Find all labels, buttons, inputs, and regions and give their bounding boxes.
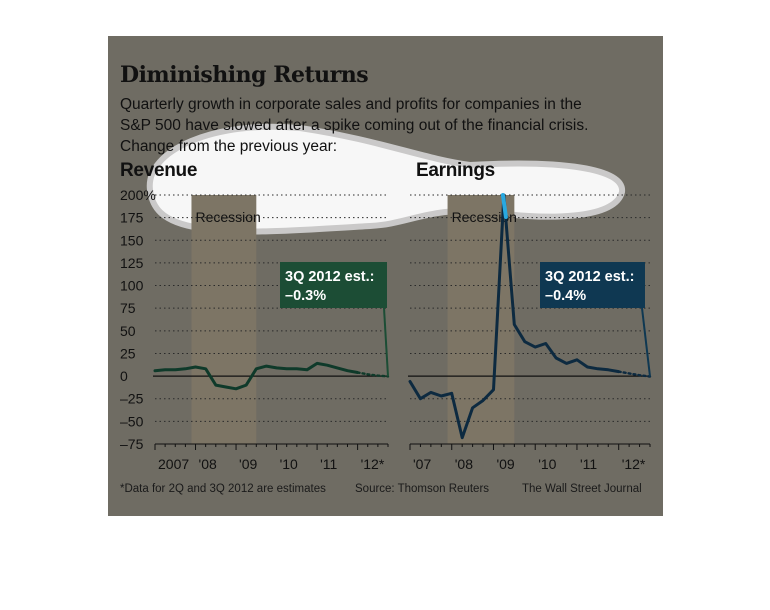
revenue-chart: Recession 200% 175 150 125 100 75 50 25 0 –25 –50 –7… bbox=[120, 187, 390, 472]
revenue-xtick-label: '10 bbox=[280, 456, 298, 472]
revenue-recession-label: Recession bbox=[195, 209, 260, 225]
earnings-callout-box bbox=[540, 262, 645, 308]
revenue-xtick-label: '09 bbox=[239, 456, 257, 472]
subtitle-line-3: Change from the previous year: bbox=[120, 138, 338, 155]
revenue-callout-title: 3Q 2012 est.: bbox=[285, 269, 374, 285]
revenue-xtick-label: 2007 bbox=[158, 456, 189, 472]
source-note: Source: Thomson Reuters bbox=[355, 483, 490, 495]
earnings-xtick-label: '11 bbox=[580, 456, 597, 472]
revenue-ytick-label: 25 bbox=[120, 345, 136, 361]
revenue-ytick-label: 175 bbox=[120, 210, 144, 226]
revenue-series-line bbox=[153, 361, 360, 391]
chart-title: Diminishing Returns bbox=[120, 62, 369, 88]
earnings-callout-title: 3Q 2012 est.: bbox=[545, 269, 634, 285]
earnings-callout-pointer bbox=[641, 307, 651, 377]
revenue-ytick-label: 0 bbox=[120, 368, 128, 384]
revenue-estimate-line bbox=[356, 371, 390, 378]
earnings-estimate-line bbox=[617, 370, 652, 378]
earnings-chart: Recession '07 '08 '09 '10 '11 '12* 3Q 2012 est.… bbox=[408, 193, 652, 472]
subtitle-line-2: S&P 500 have slowed after a spike coming… bbox=[120, 117, 589, 134]
revenue-panel-title: Revenue bbox=[120, 160, 198, 181]
earnings-panel-title: Earnings bbox=[416, 160, 495, 181]
revenue-callout-box bbox=[280, 262, 387, 308]
subtitle-line-1: Quarterly growth in corporate sales and … bbox=[120, 96, 582, 113]
revenue-ytick-label: 50 bbox=[120, 323, 136, 339]
earnings-xtick-label: '07 bbox=[413, 456, 431, 472]
revenue-xtick-label: '08 bbox=[199, 456, 217, 472]
revenue-ytick-label: 100 bbox=[120, 278, 144, 294]
revenue-ytick-label: 150 bbox=[120, 232, 144, 248]
earnings-recession-label: Recession bbox=[452, 209, 517, 225]
earnings-callout-value: –0.4% bbox=[545, 288, 586, 304]
earnings-peak-highlight bbox=[500, 193, 508, 219]
revenue-ytick-label: –25 bbox=[120, 391, 144, 407]
revenue-recession-band bbox=[191, 195, 257, 444]
revenue-ytick-label: –75 bbox=[120, 436, 144, 452]
earnings-xtick-label: '10 bbox=[538, 456, 556, 472]
revenue-xtick-label: '12* bbox=[361, 456, 385, 472]
revenue-ytick-label: 200% bbox=[120, 187, 156, 203]
revenue-xtick-label: '11 bbox=[320, 456, 337, 472]
revenue-ytick-label: 75 bbox=[120, 300, 136, 316]
footnote: *Data for 2Q and 3Q 2012 are estimates bbox=[120, 483, 326, 495]
revenue-ytick-label: –50 bbox=[120, 413, 144, 429]
earnings-xtick-label: '12* bbox=[622, 456, 646, 472]
revenue-callout-value: –0.3% bbox=[285, 288, 326, 304]
earnings-xtick-label: '09 bbox=[496, 456, 514, 472]
revenue-ytick-label: 125 bbox=[120, 255, 144, 271]
credit-note: The Wall Street Journal bbox=[522, 483, 642, 495]
revenue-callout-pointer bbox=[383, 307, 389, 377]
earnings-xtick-label: '08 bbox=[455, 456, 473, 472]
earnings-recession-band bbox=[447, 195, 515, 444]
earnings-series-line bbox=[408, 193, 621, 440]
